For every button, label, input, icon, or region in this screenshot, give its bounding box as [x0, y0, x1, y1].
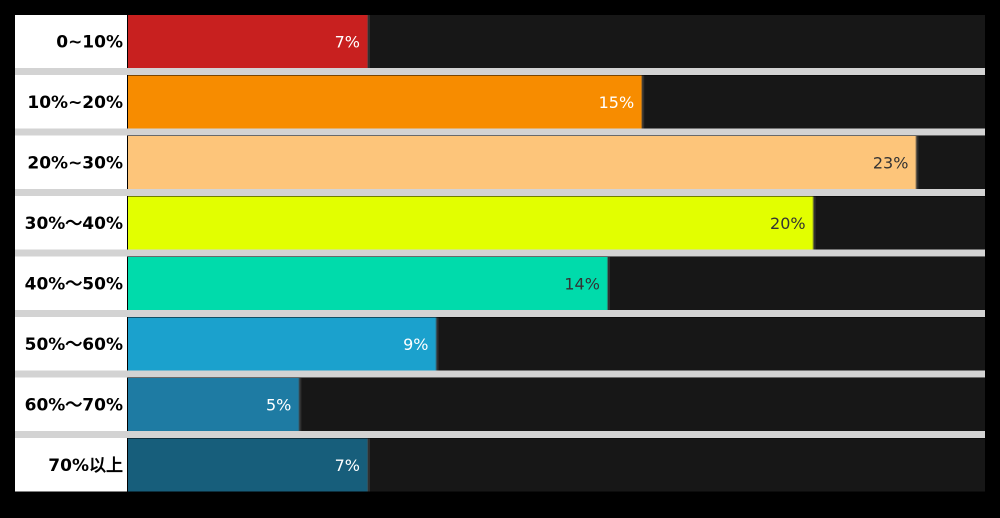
bar-end-shadow — [606, 257, 610, 310]
category-label: 30%～40% — [25, 214, 123, 234]
bar — [128, 317, 437, 371]
bar-end-shadow — [366, 438, 370, 492]
bar-end-shadow — [641, 75, 645, 129]
value-label: 7% — [335, 456, 360, 475]
bar-end-shadow — [366, 15, 370, 68]
value-label: 7% — [335, 33, 360, 52]
bar — [128, 257, 608, 310]
category-label: 40%～50% — [25, 275, 123, 295]
value-label: 15% — [599, 93, 635, 112]
bar-end-shadow — [435, 317, 439, 371]
bar — [128, 15, 368, 68]
row-separator — [15, 431, 985, 438]
value-label: 9% — [403, 335, 428, 354]
bar — [128, 136, 917, 189]
bar-end-shadow — [915, 136, 919, 189]
bar — [128, 438, 368, 492]
bar-end-shadow — [298, 378, 302, 431]
value-label: 20% — [770, 214, 806, 233]
value-label: 14% — [564, 275, 600, 294]
row-separator — [15, 310, 985, 317]
value-label: 5% — [266, 396, 291, 415]
bar — [128, 75, 643, 129]
bar-end-shadow — [812, 196, 816, 250]
row-separator — [15, 189, 985, 196]
chart-rows: 0~10% 7% 10%~20% 15% 20%~30% 23% 30%～40% 20% 40%… — [15, 15, 985, 492]
row-separator — [15, 128, 985, 136]
row-separator — [15, 370, 985, 378]
category-label: 60%～70% — [25, 396, 123, 416]
category-label: 50%～60% — [25, 335, 123, 355]
category-label: 20%~30% — [27, 154, 123, 174]
bar — [128, 196, 814, 250]
category-label: 70%以上 — [48, 456, 123, 476]
row-separator — [15, 68, 985, 75]
category-label: 0~10% — [56, 33, 123, 53]
category-label: 10%~20% — [27, 93, 123, 113]
bar — [128, 378, 300, 431]
value-label: 23% — [873, 154, 909, 173]
row-separator — [15, 249, 985, 257]
